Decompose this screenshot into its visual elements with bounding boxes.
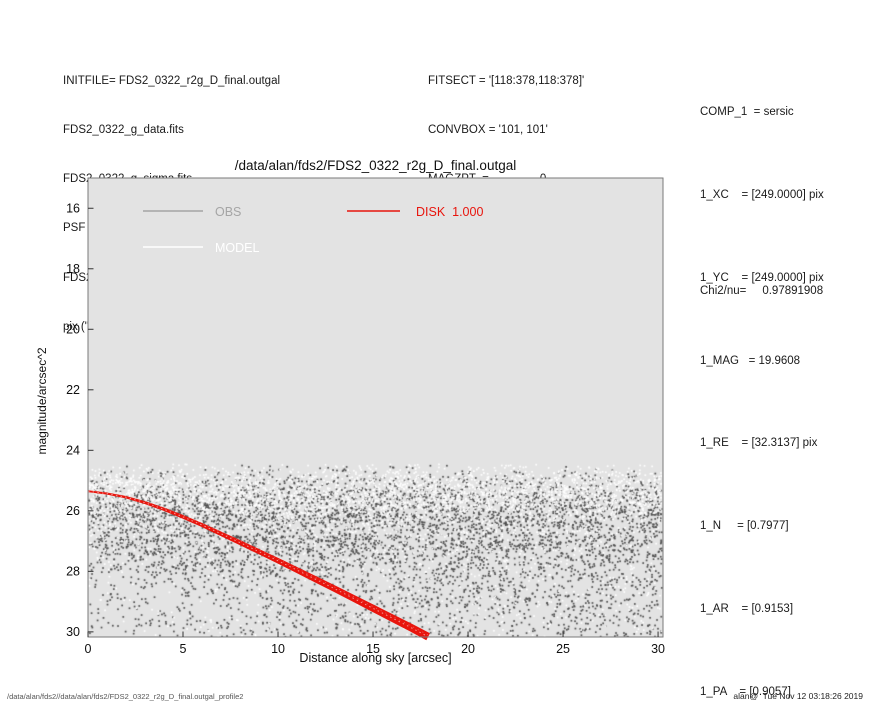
n-line: 1_N = [0.7977]	[700, 520, 789, 533]
plot-title: /data/alan/fds2/FDS2_0322_r2g_D_final.ou…	[234, 158, 517, 173]
y-tick-label: 24	[66, 444, 80, 458]
convbox-line: CONVBOX = '101, 101'	[428, 124, 548, 137]
y-axis-label: magnitude/arcsec^2	[35, 347, 49, 455]
y-tick-label: 26	[66, 504, 80, 518]
ar-line: 1_AR = [0.9153]	[700, 602, 794, 615]
scatter-plot-canvas	[88, 178, 663, 637]
pa-line: 1_PA = [0.9057]	[700, 685, 791, 698]
y-tick-label: 22	[66, 383, 80, 397]
component-params-panel: COMP_1 = sersic 1_XC = [249.0000] pix 1_…	[700, 44, 824, 708]
data-fits-line: FDS2_0322_g_data.fits	[63, 124, 184, 137]
yc-line: 1_YC = [249.0000] pix	[700, 271, 824, 284]
x-axis-label: Distance along sky [arcsec]	[299, 651, 452, 665]
xc-line: 1_XC = [249.0000] pix	[700, 188, 824, 201]
re-line: 1_RE = [32.3137] pix	[700, 437, 818, 450]
chi2-line: Chi2/nu= 0.97891908	[700, 285, 824, 297]
footer-output-path: /data/alan/fds2//data/alan/fds2/FDS2_032…	[7, 692, 244, 701]
comp-type-line: COMP_1 = sersic	[700, 106, 794, 119]
initfile-line: INITFILE= FDS2_0322_r2g_D_final.outgal	[63, 74, 281, 87]
mag-line: 1_MAG = 19.9608	[700, 354, 801, 367]
fitsect-line: FITSECT = '[118:378,118:378]'	[428, 74, 585, 87]
y-tick-label: 28	[66, 565, 80, 579]
footer-user-timestamp: alan@ Tue Nov 12 03:18:26 2019	[733, 691, 863, 701]
y-tick-label: 30	[66, 625, 80, 639]
